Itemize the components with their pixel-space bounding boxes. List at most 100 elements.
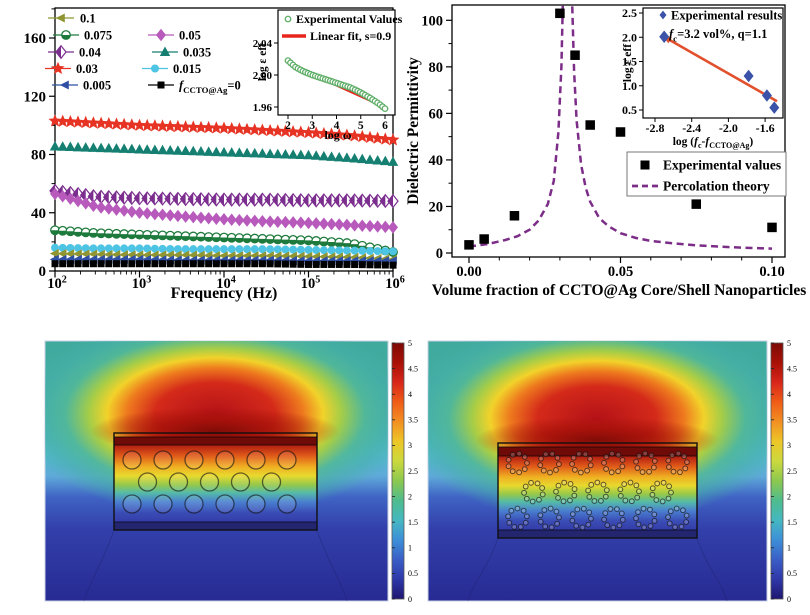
svg-text:Percolation theory: Percolation theory <box>663 179 770 194</box>
panel-permittivity-vs-frequency: 0 40 80 120 160 102 103 104 105 106 Frequency (Hz)… <box>0 0 405 310</box>
svg-text:0.00: 0.00 <box>456 264 481 280</box>
svg-text:0.1: 0.1 <box>80 12 96 26</box>
svg-text:2.5: 2.5 <box>787 467 797 476</box>
svg-text:3: 3 <box>787 441 791 450</box>
svg-text:-1.6: -1.6 <box>756 121 775 135</box>
svg-text:80: 80 <box>429 60 444 76</box>
svg-text:80: 80 <box>31 148 46 164</box>
panel-permittivity-vs-volume-fraction: 0 20 40 60 80 100 0.00 0.05 0.10 Volume fraction … <box>405 0 810 310</box>
svg-text:log (fc-fCCTO@Ag): log (fc-fCCTO@Ag) <box>673 136 754 150</box>
svg-text:0.075: 0.075 <box>84 29 112 43</box>
svg-text:log ε eff: log ε eff <box>622 44 634 82</box>
svg-text:0.5: 0.5 <box>787 569 797 578</box>
svg-text:-2.8: -2.8 <box>646 121 665 135</box>
svg-text:106: 106 <box>385 274 405 292</box>
svg-text:1.96: 1.96 <box>253 102 273 114</box>
br-field <box>427 340 768 602</box>
svg-text:Volume fraction of CCTO@Ag Cor: Volume fraction of CCTO@Ag Core/Shell Na… <box>432 282 807 299</box>
svg-text:100: 100 <box>421 13 443 29</box>
svg-text:1.0: 1.0 <box>622 79 637 93</box>
svg-text:log ω: log ω <box>324 128 351 142</box>
svg-text:4.5: 4.5 <box>787 364 797 373</box>
simulation-field-map-decorated: 0 0.5 1 1.5 2 2.5 3 3.5 4 4.5 5 <box>427 339 797 604</box>
svg-text:0: 0 <box>39 264 47 280</box>
bl-nanoparticles <box>122 450 297 514</box>
svg-text:0.03: 0.03 <box>76 62 98 76</box>
svg-text:2: 2 <box>285 120 291 132</box>
tr-main-plot: 0 20 40 60 80 100 0.00 0.05 0.10 Volume fraction … <box>405 4 807 299</box>
svg-text:Dielectric Permittivity: Dielectric Permittivity <box>405 57 422 205</box>
svg-text:0.10: 0.10 <box>759 264 784 280</box>
svg-text:3.5: 3.5 <box>787 416 797 425</box>
svg-text:3.5: 3.5 <box>408 416 418 425</box>
svg-text:2: 2 <box>408 492 412 501</box>
bl-field <box>44 340 389 602</box>
svg-text:40: 40 <box>429 153 444 169</box>
svg-text:2.5: 2.5 <box>408 467 418 476</box>
svg-text:3: 3 <box>408 441 412 450</box>
chart-permittivity-vs-volume-fraction: 0 20 40 60 80 100 0.00 0.05 0.10 Volume fraction … <box>405 4 807 299</box>
experimental-points <box>464 8 777 250</box>
svg-text:103: 103 <box>132 274 152 292</box>
svg-text:1: 1 <box>787 544 791 553</box>
svg-text:-2.4: -2.4 <box>682 121 701 135</box>
svg-text:log ε eff: log ε eff <box>257 43 269 81</box>
svg-text:5: 5 <box>787 339 791 348</box>
svg-text:104: 104 <box>216 274 236 292</box>
svg-text:3: 3 <box>309 120 315 132</box>
tl-series <box>48 114 400 269</box>
br-composite-slab <box>497 442 698 539</box>
svg-text:4: 4 <box>787 390 791 399</box>
svg-text:Linear fit, s=0.9: Linear fit, s=0.9 <box>310 29 391 43</box>
bl-colorbar: 0 0.5 1 1.5 2 2.5 3 3.5 4 4.5 5 <box>391 339 418 604</box>
svg-text:Experimental results: Experimental results <box>671 9 782 23</box>
svg-text:0.05: 0.05 <box>608 264 633 280</box>
svg-text:6: 6 <box>382 120 388 132</box>
svg-text:102: 102 <box>47 274 67 292</box>
svg-text:0.015: 0.015 <box>173 62 201 76</box>
svg-text:0.005: 0.005 <box>83 79 111 93</box>
svg-text:105: 105 <box>301 274 321 292</box>
tl-inset: 2 3 4 5 6 1.96 2.00 2.04 log ω log ε eff Experimen… <box>253 9 403 142</box>
svg-text:0.035: 0.035 <box>183 46 211 60</box>
tr-inset: -2.8 -2.4 -2.0 -1.6 0.5 1.0 1.5 2.0 2.5 log (fc-f… <box>622 6 784 150</box>
series-0 <box>51 260 397 269</box>
tr-legend: Experimental values Percolation theory <box>626 151 787 197</box>
svg-text:120: 120 <box>24 89 47 105</box>
svg-text:Frequency (Hz): Frequency (Hz) <box>171 285 278 302</box>
series-0.03 <box>48 114 400 146</box>
panel-simulation-plain-particles: 0 0.5 1 1.5 2 2.5 3 3.5 4 4.5 5 <box>30 330 425 615</box>
svg-text:1.5: 1.5 <box>787 518 797 527</box>
svg-text:2: 2 <box>787 492 791 501</box>
svg-text:2.04: 2.04 <box>253 38 273 50</box>
svg-text:0: 0 <box>787 595 791 604</box>
svg-text:4.5: 4.5 <box>408 364 418 373</box>
svg-text:0.5: 0.5 <box>408 569 418 578</box>
tl-main-plot: 0 40 80 120 160 102 103 104 105 106 Frequency (Hz)… <box>24 7 405 302</box>
svg-text:Experimental values: Experimental values <box>663 158 781 173</box>
svg-text:1.5: 1.5 <box>622 55 637 69</box>
svg-text:fc=3.2 vol%, q=1.1: fc=3.2 vol%, q=1.1 <box>669 27 767 44</box>
tl-legend: 0.1 0.075 0.05 0.04 0.035 0.03 0.015 0.005 fCCTO… <box>45 12 241 96</box>
svg-text:0.04: 0.04 <box>79 46 102 60</box>
br-colorbar: 0 0.5 1 1.5 2 2.5 3 3.5 4 4.5 5 <box>770 339 797 604</box>
svg-text:-2.0: -2.0 <box>719 121 738 135</box>
svg-text:0.5: 0.5 <box>622 103 637 117</box>
bl-composite-slab <box>113 432 318 531</box>
svg-text:2.5: 2.5 <box>622 6 637 20</box>
svg-text:2.0: 2.0 <box>622 30 637 44</box>
series-0.05 <box>50 187 398 234</box>
svg-text:60: 60 <box>429 106 444 122</box>
svg-text:5: 5 <box>358 120 364 132</box>
series-0.015 <box>51 243 397 256</box>
simulation-field-map-plain: 0 0.5 1 1.5 2 2.5 3 3.5 4 4.5 5 <box>44 339 418 604</box>
svg-text:4: 4 <box>408 390 412 399</box>
percolation-curve <box>468 5 773 250</box>
series-0.035 <box>49 141 399 166</box>
svg-text:fCCTO@Ag=0: fCCTO@Ag=0 <box>179 79 241 96</box>
svg-text:20: 20 <box>429 199 444 215</box>
svg-text:4: 4 <box>334 120 340 132</box>
svg-text:5: 5 <box>408 339 412 348</box>
svg-text:160: 160 <box>24 31 47 47</box>
